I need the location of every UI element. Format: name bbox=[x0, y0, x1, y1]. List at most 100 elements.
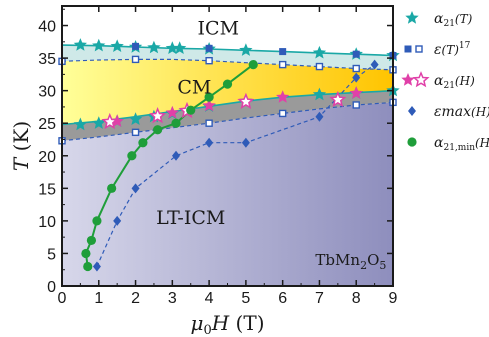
legend-label-sub-2: 21 bbox=[443, 81, 454, 91]
legend-label-2: α21(H) bbox=[434, 73, 475, 91]
legend-item-1: ε(T)17 bbox=[404, 41, 471, 58]
x-tick-label-5: 5 bbox=[241, 290, 250, 307]
data-point-s4-4 bbox=[352, 101, 360, 109]
x-title-unit: (T) bbox=[229, 311, 264, 335]
data-point-s1-1 bbox=[92, 116, 106, 129]
data-point-s8-4 bbox=[107, 183, 117, 193]
region-label-cm: CM bbox=[177, 76, 211, 98]
x-tick-label-4: 4 bbox=[205, 290, 214, 307]
data-point-s2-2 bbox=[279, 48, 287, 56]
data-point-s5-1 bbox=[165, 105, 179, 119]
data-point-s0-9 bbox=[312, 45, 327, 59]
x-title-sub: 0 bbox=[203, 323, 211, 337]
y-tick-label-4: 20 bbox=[38, 149, 56, 166]
data-point-s3-2 bbox=[205, 56, 213, 65]
data-point-s8-8 bbox=[171, 118, 181, 128]
data-point-s4-2 bbox=[205, 119, 213, 127]
legend-symbol-3 bbox=[408, 106, 416, 116]
legend-label-sub-0: 21 bbox=[443, 19, 454, 29]
x-tick-label-7: 7 bbox=[315, 290, 324, 307]
data-point-s0-4 bbox=[147, 40, 161, 54]
legend-symbol-filled-1 bbox=[404, 45, 412, 53]
data-point-s0-6 bbox=[173, 41, 187, 54]
legend-item-3: εmax(H)17 bbox=[408, 103, 489, 120]
y-tick-label-0: 0 bbox=[47, 279, 56, 296]
legend-label-arg-3: (H) bbox=[471, 105, 489, 119]
legend-label-base-0: α bbox=[434, 11, 444, 27]
legend-symbol-open-1 bbox=[415, 45, 423, 53]
region-cm-fill bbox=[62, 59, 393, 125]
data-point-s0-8 bbox=[239, 43, 253, 56]
y-tick-label-3: 15 bbox=[38, 181, 56, 198]
data-point-s7-7 bbox=[352, 72, 361, 83]
region-gray-band bbox=[62, 90, 393, 141]
legend-label-1: ε(T)17 bbox=[434, 41, 471, 58]
boundary-line-icm-cm bbox=[62, 58, 393, 71]
data-point-s5-2 bbox=[202, 98, 216, 112]
compound-label: TbMn2O5 bbox=[315, 251, 386, 272]
x-axis-title: μ0H (T) bbox=[190, 311, 264, 337]
legend-symbol-4 bbox=[407, 137, 417, 147]
x-tick-label-9: 9 bbox=[389, 290, 398, 307]
x-tick-label-0: 0 bbox=[58, 290, 67, 307]
data-point-s8-0 bbox=[81, 248, 91, 259]
legend-item-2: α21(H) bbox=[401, 71, 475, 91]
data-point-s0-0 bbox=[73, 38, 87, 51]
data-point-s8-2 bbox=[86, 235, 97, 246]
y-tick-label-8: 40 bbox=[38, 19, 56, 36]
data-point-s7-8 bbox=[370, 59, 379, 70]
compound-part-0: TbMn bbox=[315, 251, 360, 269]
y-title-unit: (K) bbox=[9, 121, 33, 158]
data-point-s6-1 bbox=[149, 107, 167, 124]
region-icm-band bbox=[62, 45, 393, 70]
data-point-s3-5 bbox=[352, 64, 360, 73]
y-tick-label-2: 10 bbox=[38, 214, 56, 231]
legend-label-sub-4: 21,min bbox=[443, 143, 475, 153]
data-point-s7-4 bbox=[205, 137, 214, 148]
data-point-s4-1 bbox=[131, 128, 140, 137]
data-point-s1-8 bbox=[312, 87, 327, 101]
series-line-7 bbox=[96, 64, 375, 267]
data-point-s0-2 bbox=[110, 39, 124, 52]
x-title-mu: μ bbox=[190, 311, 203, 335]
legend-label-3: εmax(H)17 bbox=[434, 103, 489, 120]
compound-part-2: O bbox=[367, 251, 379, 269]
data-point-s7-6 bbox=[315, 111, 324, 122]
x-title-h: H bbox=[211, 311, 230, 335]
y-tick-label-7: 35 bbox=[38, 51, 56, 68]
series-markers bbox=[58, 38, 400, 272]
data-point-s6-3 bbox=[237, 92, 255, 109]
phase-regions bbox=[62, 6, 393, 286]
data-point-s7-3 bbox=[172, 150, 181, 161]
data-point-s0-5 bbox=[165, 41, 179, 54]
data-point-s8-7 bbox=[153, 125, 163, 135]
region-label-icm: ICM bbox=[198, 18, 240, 40]
legend-item-4: α21,min(H) bbox=[407, 135, 489, 153]
legend-label-arg-4: (H) bbox=[475, 136, 489, 150]
data-point-s8-9 bbox=[186, 105, 196, 115]
data-point-s8-11 bbox=[222, 79, 233, 89]
data-point-s2-0 bbox=[132, 42, 140, 50]
data-point-s2-3 bbox=[352, 50, 360, 58]
x-tick-label-8: 8 bbox=[352, 290, 361, 307]
data-point-s5-4 bbox=[349, 86, 363, 99]
data-point-s8-3 bbox=[92, 216, 102, 226]
data-point-s5-3 bbox=[276, 90, 290, 103]
legend-label-4: α21,min(H) bbox=[434, 135, 489, 153]
data-point-s8-12 bbox=[248, 60, 258, 70]
data-point-s7-2 bbox=[131, 183, 140, 194]
data-point-s1-0 bbox=[73, 117, 87, 131]
data-point-s8-10 bbox=[204, 92, 214, 102]
data-point-s5-0 bbox=[110, 114, 124, 127]
y-tick-label-5: 25 bbox=[38, 116, 56, 133]
data-point-s6-4 bbox=[329, 90, 347, 107]
legend-label-base-1: ε bbox=[434, 42, 442, 58]
data-point-s7-5 bbox=[241, 137, 250, 148]
x-tick-label-2: 2 bbox=[131, 290, 140, 307]
legend-label-base-2: α bbox=[434, 73, 444, 89]
legend-label-base-3: εmax bbox=[434, 104, 471, 120]
legend-item-0: α21(T) bbox=[405, 11, 473, 29]
y-axis-title: T (K) bbox=[9, 121, 33, 171]
